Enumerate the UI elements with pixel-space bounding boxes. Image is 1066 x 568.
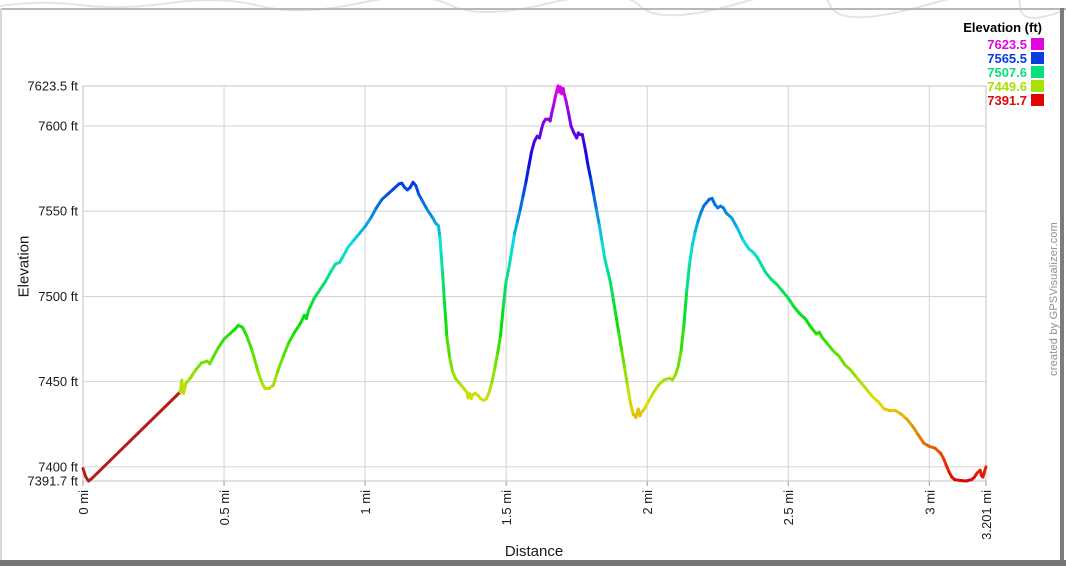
legend-title: Elevation (ft) — [963, 20, 1042, 35]
y-axis-title: Elevation — [15, 235, 33, 298]
bottom-window-edge — [0, 560, 1066, 566]
y-tick-label: 7550 ft — [38, 204, 78, 219]
elevation-track — [81, 84, 988, 483]
legend-color-swatch — [1031, 94, 1044, 106]
y-tick-labels: 7623.5 ft 7600 ft 7550 ft 7500 ft 7450 ft 740… — [27, 79, 78, 489]
x-tick-label: 3 mi — [922, 490, 937, 515]
left-window-edge — [0, 8, 2, 560]
legend-color-swatch — [1031, 52, 1044, 64]
y-tick-label: 7391.7 ft — [27, 474, 78, 489]
legend-color-swatch — [1031, 66, 1044, 78]
decorative-scribble — [0, 0, 1066, 19]
y-tick-label: 7400 ft — [38, 459, 78, 474]
right-window-edge — [1060, 8, 1064, 566]
legend-entry-value: 7565.5 — [987, 50, 1027, 66]
gridlines — [82, 85, 987, 486]
legend-color-swatch — [1031, 80, 1044, 92]
x-tick-label: 2 mi — [640, 490, 655, 515]
x-tick-labels: 0 mi 0.5 mi 1 mi 1.5 mi 2 mi 2.5 mi 3 mi 3.201 … — [76, 490, 994, 540]
legend-entry: 7449.6 — [963, 79, 1044, 93]
legend-entry: 7565.5 — [963, 51, 1044, 65]
x-tick-label: 1 mi — [358, 490, 373, 515]
y-tick-label: 7450 ft — [38, 374, 78, 389]
watermark: created by GPSVisualizer.com — [1048, 222, 1060, 376]
legend-entry-value: 7449.6 — [987, 78, 1027, 94]
legend-entry-value: 7391.7 — [987, 92, 1027, 108]
top-window-border — [0, 8, 1066, 10]
x-tick-label: 1.5 mi — [499, 490, 514, 526]
legend-entries: 7623.5 7565.5 7507.6 7449.6 7391.7 — [963, 37, 1044, 107]
x-tick-label: 0.5 mi — [217, 490, 232, 526]
y-tick-label: 7500 ft — [38, 289, 78, 304]
legend-entry: 7623.5 — [963, 37, 1044, 51]
legend-entry: 7507.6 — [963, 65, 1044, 79]
legend-entry: 7391.7 — [963, 93, 1044, 107]
legend-color-swatch — [1031, 38, 1044, 50]
legend-entry-value: 7507.6 — [987, 64, 1027, 80]
x-tick-label: 0 mi — [76, 490, 91, 515]
x-axis-title: Distance — [504, 543, 564, 560]
y-tick-label: 7623.5 ft — [27, 79, 78, 94]
legend: Elevation (ft) 7623.5 7565.5 7507.6 7449.6 7… — [963, 20, 1044, 107]
y-tick-label: 7600 ft — [38, 119, 78, 134]
x-tick-label: 2.5 mi — [781, 490, 796, 526]
plot-border — [82, 85, 987, 482]
legend-entry-value: 7623.5 — [987, 36, 1027, 52]
x-tick-label: 3.201 mi — [979, 490, 994, 540]
